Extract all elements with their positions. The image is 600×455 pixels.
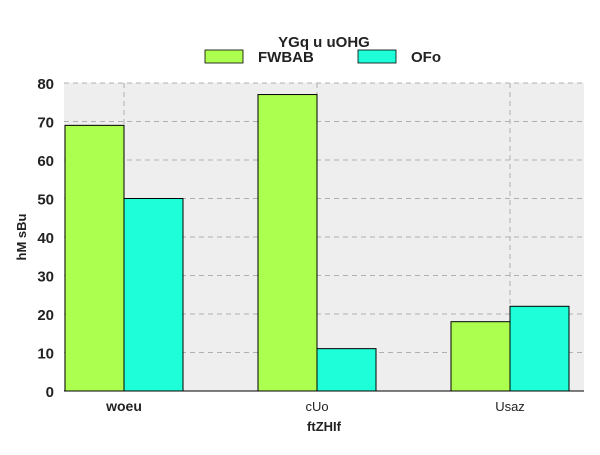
x-tick-label: woeu	[105, 398, 142, 414]
bar-fwbab-cuo	[257, 94, 318, 392]
chart-title: YGq u uOHG	[278, 34, 370, 51]
y-tick-label: 10	[37, 346, 54, 363]
legend-swatch-fwbab	[204, 49, 244, 64]
y-tick-label: 20	[37, 307, 54, 324]
legend-swatch-ofo	[357, 49, 397, 64]
x-axis-label: ftZHIf	[307, 419, 342, 434]
y-tick-label: 0	[46, 384, 54, 401]
legend: FWBAB OFo	[204, 49, 441, 66]
legend-label-fwbab: FWBAB	[258, 49, 314, 66]
y-tick-label: 70	[37, 115, 54, 132]
y-tick-label: 80	[37, 76, 54, 93]
bar-fwbab-woeu	[64, 124, 125, 392]
y-axis-label: hM sBu	[14, 213, 29, 260]
x-tick-labels: woeu cUo Usaz	[105, 398, 525, 414]
bars	[64, 94, 570, 392]
bar-fwbab-usaz	[450, 321, 511, 392]
y-tick-label: 30	[37, 269, 54, 286]
y-tick-labels: 0 10 20 30 40 50 60 70 80	[37, 76, 54, 401]
x-tick-label: Usaz	[495, 399, 525, 414]
bar-ofo-woeu	[123, 198, 184, 392]
y-tick-label: 40	[37, 230, 54, 247]
y-tick-label: 60	[37, 153, 54, 170]
x-tick-label: cUo	[305, 399, 328, 414]
bar-ofo-cuo	[316, 348, 377, 392]
legend-label-ofo: OFo	[411, 49, 441, 66]
y-tick-label: 50	[37, 192, 54, 209]
bar-ofo-usaz	[509, 305, 570, 392]
